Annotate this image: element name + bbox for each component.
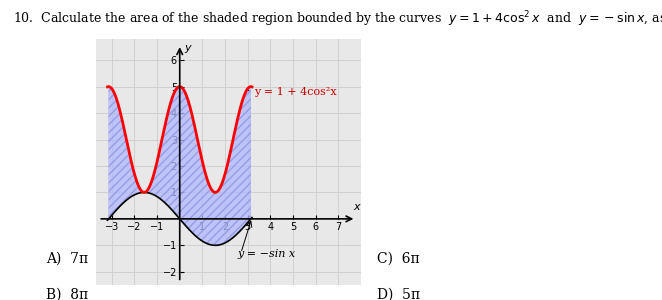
Text: C)  6π: C) 6π [377, 252, 420, 266]
Text: D)  5π: D) 5π [377, 288, 420, 300]
Text: y = −sin x: y = −sin x [238, 249, 295, 259]
Text: y = 1 + 4cos²x: y = 1 + 4cos²x [248, 86, 337, 97]
Text: A)  7π: A) 7π [46, 252, 89, 266]
Text: $x$: $x$ [353, 202, 362, 212]
Text: 10.  Calculate the area of the shaded region bounded by the curves  $y = 1+4\cos: 10. Calculate the area of the shaded reg… [13, 9, 662, 28]
Text: $y$: $y$ [184, 43, 193, 55]
Text: B)  8π: B) 8π [46, 288, 89, 300]
